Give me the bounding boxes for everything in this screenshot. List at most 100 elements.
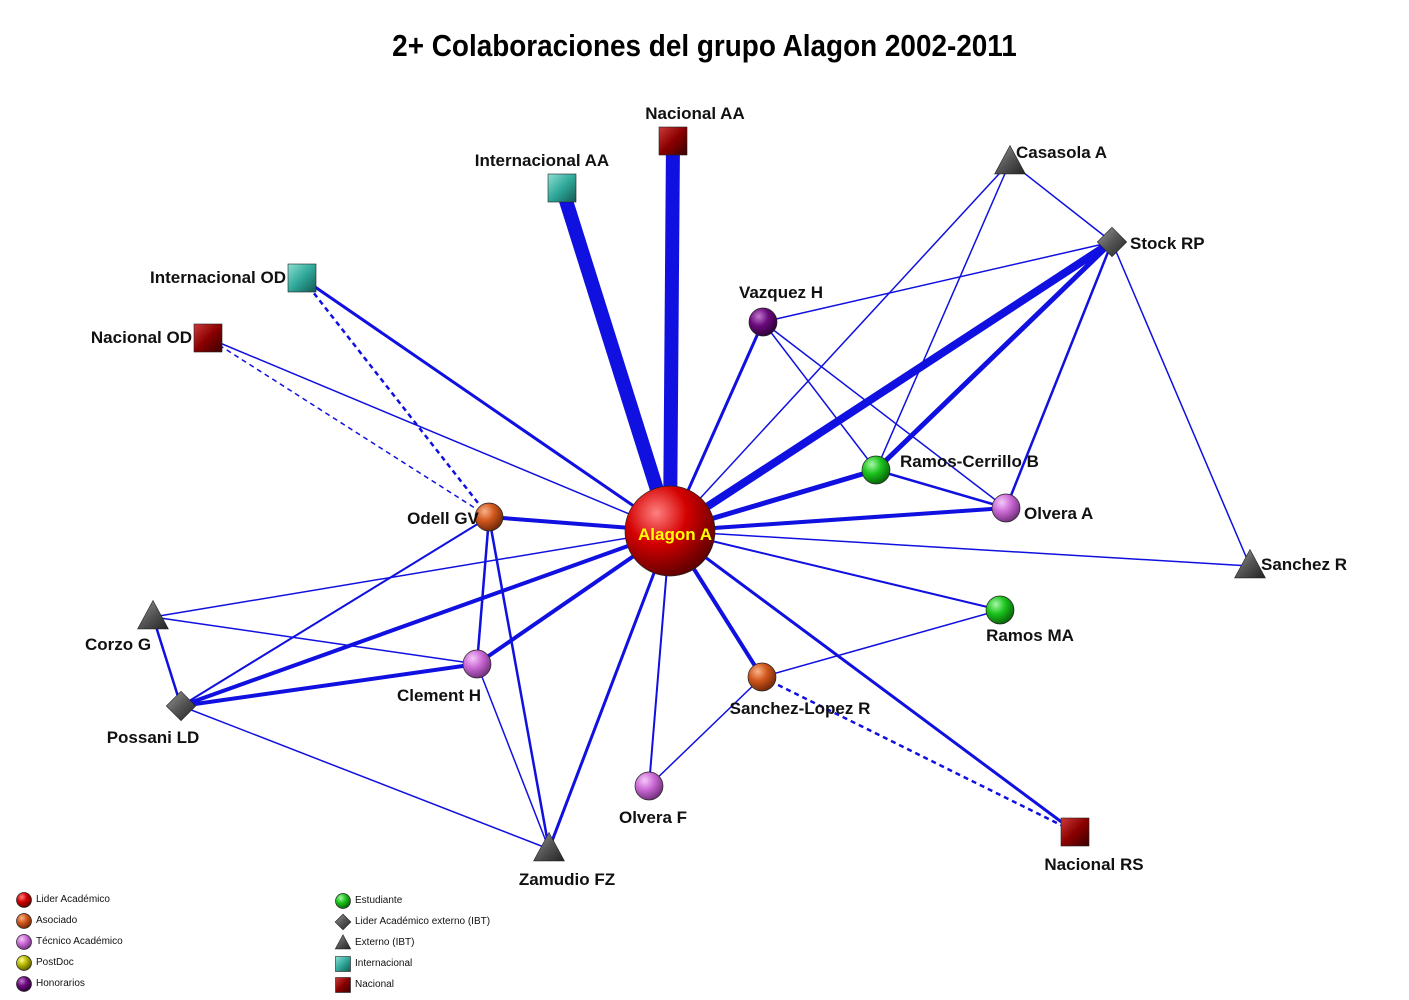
honorarios-marker <box>748 307 778 337</box>
node-sanchez_lopez: Sanchez-Lopez R <box>730 662 871 718</box>
edge-alagon-internacional_aa <box>555 185 677 534</box>
node-label: Olvera A <box>1024 504 1093 523</box>
node-internacional_od: Internacional OD <box>150 263 317 293</box>
edge-odell-zamudio <box>487 516 551 850</box>
legend-item-asociado: Asociado <box>15 910 123 931</box>
lider-marker <box>624 485 716 577</box>
node-olvera_a: Olvera A <box>991 493 1093 523</box>
nacional-marker <box>193 323 223 353</box>
edge-alagon-olvera_a <box>669 506 1007 533</box>
edge-possani-zamudio <box>180 705 550 850</box>
internacional-marker <box>547 173 577 203</box>
legend-label: Lider Académico <box>36 894 110 905</box>
node-label: Possani LD <box>107 728 200 747</box>
edge-ramos_cerrillo-casasola <box>875 161 1011 471</box>
legend-label: Lider Académico externo (IBT) <box>355 916 491 927</box>
node-label: Sanchez-Lopez R <box>730 699 871 718</box>
edge-alagon-internacional_od <box>301 276 671 533</box>
edge-alagon-ramos_ma <box>669 530 1001 611</box>
edge-ramos_cerrillo-stock <box>874 240 1114 472</box>
lider_externo-marker <box>165 690 197 722</box>
tecnico-marker <box>991 493 1021 523</box>
externo-marker <box>994 144 1026 175</box>
node-odell: Odell GV <box>407 502 504 532</box>
legend-item-internacional: Internacional <box>334 953 490 974</box>
node-label: Zamudio FZ <box>519 870 615 889</box>
lider_externo-marker <box>1096 226 1128 258</box>
internacional-legend-icon <box>335 955 351 972</box>
node-label: Corzo G <box>85 635 151 654</box>
legend-item-externo: Externo (IBT) <box>334 932 490 953</box>
edge-casasola-stock <box>1009 161 1113 243</box>
estudiante-marker <box>861 455 891 485</box>
edge-odell-nacional_od <box>207 337 490 518</box>
edge-olvera_a-vazquez <box>762 321 1007 509</box>
legend-item-honorarios: Honorarios <box>15 973 123 994</box>
edge-odell-clement <box>475 516 491 665</box>
legend-item-lider_externo: Lider Académico externo (IBT) <box>334 911 490 932</box>
edge-clement-corzo <box>152 616 478 665</box>
edges-layer <box>151 140 1251 850</box>
legend-item-nacional: Nacional <box>334 974 490 995</box>
nodes-layer: Alagon A Nacional AA Internacional AA Inter… <box>85 104 1347 889</box>
edge-clement-zamudio <box>476 663 550 850</box>
edge-ramos_cerrillo-olvera_a <box>875 468 1007 510</box>
node-ramos_cerrillo: Ramos-Cerrillo B <box>861 452 1039 485</box>
node-label: Casasola A <box>1016 143 1107 162</box>
lider-legend-icon <box>16 891 32 908</box>
node-possani: Possani LD <box>107 690 200 747</box>
externo-marker <box>1234 548 1266 579</box>
legend-label: Nacional <box>355 979 394 990</box>
edge-stock-sanchez_r <box>1111 241 1251 567</box>
node-nacional_od: Nacional OD <box>91 323 223 353</box>
edge-alagon-nacional_od <box>207 337 671 532</box>
edge-alagon-casasola <box>669 161 1011 532</box>
node-stock: Stock RP <box>1096 226 1205 258</box>
legend-item-tecnico: Técnico Académico <box>15 931 123 952</box>
node-label: Sanchez R <box>1261 555 1347 574</box>
node-label: Clement H <box>397 686 481 705</box>
tecnico-marker <box>634 771 664 801</box>
node-alagon: Alagon A <box>624 485 716 577</box>
nacional-marker <box>1060 817 1090 847</box>
chart-title: 2+ Colaboraciones del grupo Alagon 2002-… <box>392 28 1017 63</box>
node-label: Alagon A <box>638 525 712 544</box>
edge-sanchez_lopez-nacional_rs <box>761 675 1076 834</box>
node-label: Nacional OD <box>91 328 192 347</box>
edge-odell-possani <box>180 516 490 707</box>
asociado-legend-icon <box>16 912 32 929</box>
node-label: Internacional AA <box>475 151 609 170</box>
node-zamudio: Zamudio FZ <box>519 831 615 889</box>
node-label: Stock RP <box>1130 234 1205 253</box>
legend-column-1: Lider Académico Asociado Técnico Académico… <box>15 889 123 994</box>
legend-item-postdoc: PostDoc <box>15 952 123 973</box>
node-label: Internacional OD <box>150 268 286 287</box>
node-label: Olvera F <box>619 808 687 827</box>
lider_externo-legend-icon <box>334 913 352 930</box>
node-label: Vazquez H <box>739 283 823 302</box>
externo-marker <box>533 831 565 862</box>
node-clement: Clement H <box>397 649 492 705</box>
internacional-marker <box>287 263 317 293</box>
legend-label: Honorarios <box>36 978 85 989</box>
node-sanchez_r: Sanchez R <box>1234 548 1347 579</box>
estudiante-marker <box>985 595 1015 625</box>
legend-label: PostDoc <box>36 957 74 968</box>
tecnico-legend-icon <box>16 933 32 950</box>
edge-alagon-nacional_aa <box>663 140 680 532</box>
legend-item-estudiante: Estudiante <box>334 890 490 911</box>
asociado-marker <box>747 662 777 692</box>
legend-label: Internacional <box>355 958 413 969</box>
legend-item-lider: Lider Académico <box>15 889 123 910</box>
node-ramos_ma: Ramos MA <box>985 595 1074 645</box>
externo-marker <box>137 599 169 630</box>
legend-label: Asociado <box>36 915 78 926</box>
node-corzo: Corzo G <box>85 599 169 654</box>
edge-alagon-sanchez_r <box>669 530 1251 567</box>
externo-legend-icon <box>334 933 352 949</box>
legend-column-2: Estudiante Lider Académico externo (IBT) E… <box>334 890 490 995</box>
node-label: Ramos MA <box>986 626 1074 645</box>
node-casasola: Casasola A <box>994 143 1107 175</box>
node-olvera_f: Olvera F <box>619 771 687 827</box>
